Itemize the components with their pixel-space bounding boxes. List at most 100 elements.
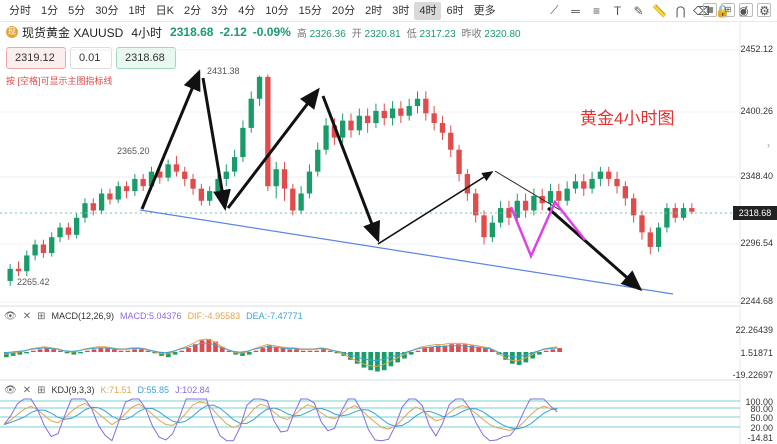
chart-grid [0,49,740,303]
price-change: -2.12 [219,25,247,39]
macd-bar [192,344,198,352]
macd-bar [348,352,353,360]
candle [581,174,587,196]
macd-bar [280,348,286,352]
timeframe-tab[interactable]: 30分 [95,4,119,17]
indicator-icon[interactable]: ƒ [739,3,753,17]
candle [323,118,329,155]
macd-bar [537,352,542,355]
macd-axis-tick: -19.22697 [732,370,773,380]
candle [340,113,346,143]
macd-bar [118,350,124,352]
timeframe-tab[interactable]: 10分 [265,4,289,17]
candle [182,166,188,187]
fib-icon[interactable]: ≡ [592,3,600,18]
timeframe-tab[interactable]: 4分 [238,4,256,17]
timeframe-tab[interactable]: 1时 [128,4,146,17]
eye-icon[interactable]: ◉ [738,3,749,18]
macd-bar [172,352,178,355]
candle [24,250,30,277]
timeframe-tab[interactable]: 2分 [183,4,202,17]
macd-bar [37,349,43,352]
macd-bar [145,350,151,352]
fullscreen-icon[interactable]: ⛶ [757,3,771,17]
compare-icon[interactable]: ⊞ [721,3,735,17]
timeframe-tab[interactable]: 3时 [392,4,410,17]
ruler-icon[interactable]: 📏 [652,3,667,18]
horizontal-line-icon[interactable]: ═ [571,3,580,18]
macd-bar [57,350,63,352]
timeframe-tab[interactable]: 日K [155,4,174,17]
close-icon[interactable]: ✕ [22,310,32,322]
macd-bar [327,350,333,352]
candle [531,188,537,216]
macd-bar [24,352,29,354]
text-icon[interactable]: T [613,3,622,18]
macd-bar [294,349,299,352]
high-value: 高 2326.36 [296,28,346,40]
resistance-line [494,170,561,211]
expand-icon[interactable]: ⊞ [37,384,46,396]
magnet-icon[interactable]: ⋂ [675,3,686,18]
macd-bar [489,349,495,352]
lock-icon[interactable]: 🔒 [715,3,730,18]
candle [497,200,504,228]
collapse-panel-icon[interactable]: › [767,140,770,150]
draw-line-icon[interactable]: ⟋ [550,3,559,17]
period-label[interactable]: 4小时 [131,25,163,40]
candle [423,91,429,121]
candle [481,210,487,245]
macd-bar [213,341,218,352]
timeframe-tab[interactable]: 15分 [298,4,322,17]
timeframe-tab[interactable]: 5分 [68,4,86,17]
macd-bar [530,352,535,359]
candle [680,203,687,221]
sell-price-button[interactable]: 2319.12 [6,47,66,69]
buy-price-button[interactable]: 2318.68 [116,47,176,69]
layout-icon[interactable]: ▦ [703,3,717,17]
timeframe-tab[interactable]: 2时 [365,4,383,17]
close-icon[interactable]: ✕ [22,384,32,396]
timeframe-tab[interactable]: 分时 [9,4,31,17]
forecast-arrow [547,206,643,291]
candle [647,227,653,255]
timeframe-tab[interactable]: 20分 [331,4,356,17]
symbol-name[interactable]: 现货黄金 XAUUSD [22,25,124,40]
magenta-pattern [509,199,586,260]
candle [356,108,362,136]
candle [107,188,113,205]
timeframe-tab[interactable]: 1分 [41,4,59,17]
k-line [3,401,558,431]
candle [572,174,579,194]
swing-high-label: 2365.20 [117,146,150,156]
trend-support-line [139,209,674,295]
macd-bar [159,352,164,356]
eraser-icon[interactable]: ⌫ [693,3,710,18]
macd-bar [456,344,461,352]
kdj-header: 👁 ✕ ⊞ KDJ(9,3,3) K:71.51 D:55.85 J:102.8… [4,383,210,397]
macd-bar [543,350,549,352]
candle [240,120,246,162]
timeframe-tab[interactable]: 4时 [414,1,442,20]
macd-bar [44,348,50,352]
candle [547,183,554,209]
candle [364,108,371,133]
dif-value: DIF:-4.95583 [187,311,241,321]
macd-bar [314,350,320,352]
timeframe-tab[interactable]: 3分 [211,4,229,17]
candle [256,75,263,107]
settings-icon[interactable]: ⚙ [759,3,770,18]
candle [32,239,38,261]
quantity-input[interactable]: 0.01 [70,47,112,69]
axis-tick: 2348.40 [740,171,773,181]
visibility-icon[interactable]: 👁 [4,310,17,322]
expand-icon[interactable]: ⊞ [37,310,46,322]
timeframe-tab[interactable]: 更多 [473,4,496,17]
macd-bar [105,348,110,352]
candle [165,159,171,182]
visibility-icon[interactable]: 👁 [4,384,17,396]
candle [639,210,645,240]
brush-icon[interactable]: ✎ [633,3,644,18]
timeframe-tab[interactable]: 6时 [446,4,464,17]
candle [464,169,471,201]
